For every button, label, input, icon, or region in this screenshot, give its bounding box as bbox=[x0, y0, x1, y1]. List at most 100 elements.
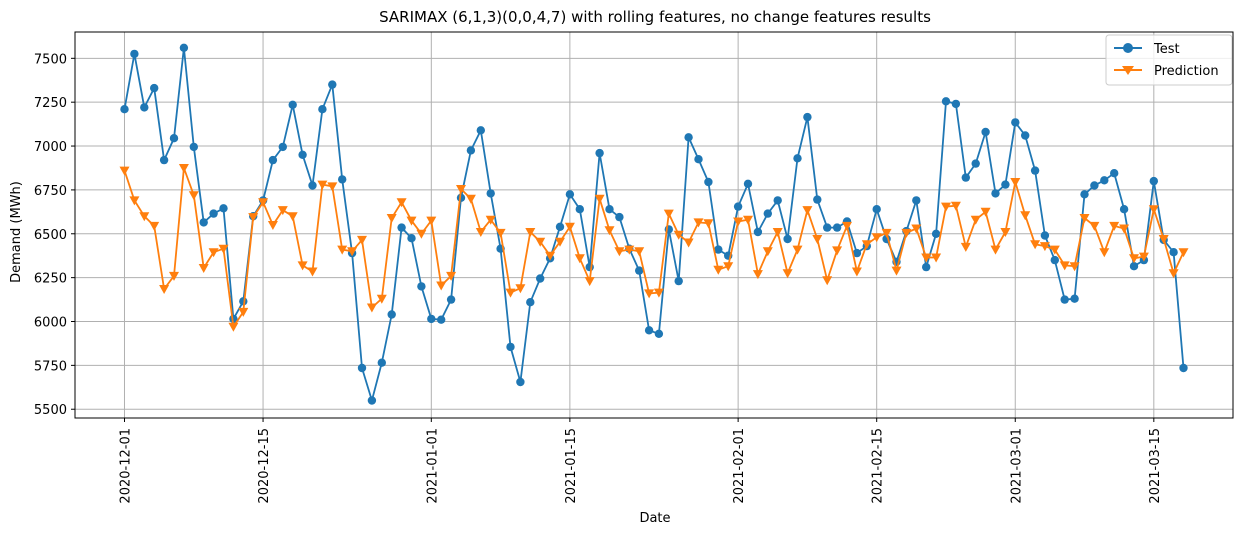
point-prediction bbox=[614, 247, 625, 257]
point-prediction bbox=[238, 307, 249, 317]
point-prediction bbox=[802, 206, 813, 216]
x-tick-label: 2021-03-01 bbox=[1009, 428, 1024, 504]
point-test bbox=[318, 105, 327, 114]
point-prediction bbox=[327, 182, 338, 192]
point-test bbox=[644, 326, 654, 335]
point-test bbox=[268, 155, 278, 165]
point-prediction bbox=[456, 185, 466, 194]
point-prediction bbox=[723, 262, 734, 272]
point-test bbox=[1011, 118, 1020, 127]
point-prediction bbox=[1178, 248, 1189, 258]
point-prediction bbox=[287, 212, 298, 222]
point-test bbox=[417, 282, 426, 291]
point-test bbox=[1100, 176, 1109, 185]
point-test bbox=[565, 190, 575, 199]
ticks: 5500 5750 6000 6250 6500 6750 7000 7250 7500 2020… bbox=[34, 52, 1163, 503]
point-test bbox=[971, 159, 980, 168]
point-prediction bbox=[317, 180, 328, 190]
point-test bbox=[595, 148, 604, 158]
point-test bbox=[120, 105, 129, 114]
point-prediction bbox=[119, 166, 130, 176]
chart-title: SARIMAX (6,1,3)(0,0,4,7) with rolling fe… bbox=[379, 8, 931, 26]
point-test bbox=[743, 179, 753, 188]
point-test bbox=[179, 43, 189, 52]
point-prediction bbox=[426, 216, 437, 226]
point-prediction bbox=[1079, 214, 1090, 223]
point-test bbox=[1090, 181, 1099, 190]
point-test bbox=[555, 222, 565, 231]
point-prediction bbox=[693, 218, 704, 228]
point-prediction bbox=[129, 196, 140, 206]
point-test bbox=[357, 363, 367, 373]
point-test bbox=[941, 97, 951, 106]
point-test bbox=[308, 181, 317, 190]
point-prediction bbox=[1010, 178, 1021, 187]
point-prediction bbox=[950, 201, 961, 211]
point-prediction bbox=[188, 191, 199, 201]
point-test bbox=[684, 133, 693, 142]
point-prediction bbox=[139, 212, 150, 222]
point-prediction bbox=[208, 248, 219, 258]
point-prediction bbox=[218, 244, 229, 254]
point-prediction bbox=[386, 214, 397, 223]
y-tick-label: 7500 bbox=[34, 52, 67, 67]
point-test bbox=[793, 154, 802, 163]
point-test bbox=[753, 227, 763, 237]
point-prediction bbox=[1148, 205, 1159, 215]
point-prediction bbox=[159, 285, 170, 294]
point-test bbox=[150, 83, 159, 93]
point-prediction bbox=[416, 229, 427, 239]
point-test bbox=[278, 142, 287, 152]
x-tick-label: 2021-01-01 bbox=[425, 428, 440, 504]
y-tick-label: 6000 bbox=[34, 316, 67, 331]
point-test bbox=[1149, 176, 1159, 186]
point-prediction bbox=[990, 245, 1001, 255]
point-test bbox=[1110, 169, 1119, 178]
point-prediction bbox=[465, 194, 476, 204]
legend-test-label: Test bbox=[1153, 42, 1180, 57]
point-prediction bbox=[495, 228, 506, 238]
point-prediction bbox=[980, 207, 991, 217]
legend-prediction-label: Prediction bbox=[1154, 64, 1219, 79]
point-prediction bbox=[1049, 245, 1060, 255]
point-test bbox=[427, 314, 436, 324]
point-test bbox=[714, 245, 723, 254]
y-tick-label: 6750 bbox=[34, 184, 67, 199]
point-prediction bbox=[1000, 228, 1011, 237]
point-test bbox=[991, 189, 1000, 198]
point-test bbox=[654, 329, 664, 338]
point-prediction bbox=[149, 221, 160, 231]
point-test bbox=[169, 134, 179, 143]
point-prediction bbox=[436, 281, 447, 291]
point-prediction bbox=[525, 228, 536, 237]
point-prediction bbox=[1158, 235, 1169, 244]
point-prediction bbox=[663, 209, 674, 219]
x-tick-label: 2021-03-15 bbox=[1148, 428, 1163, 504]
point-test bbox=[466, 146, 476, 155]
grid bbox=[75, 32, 1233, 418]
point-prediction bbox=[1039, 242, 1050, 252]
point-prediction bbox=[564, 222, 575, 232]
legend-test-marker bbox=[1123, 43, 1133, 53]
point-prediction bbox=[1129, 254, 1139, 264]
point-test bbox=[694, 155, 703, 164]
series-line-test bbox=[123, 47, 1185, 404]
y-axis-label: Demand (MWh) bbox=[9, 181, 24, 283]
point-test bbox=[783, 234, 792, 244]
point-prediction bbox=[258, 198, 269, 208]
point-prediction bbox=[366, 303, 377, 313]
y-tick-label: 6500 bbox=[34, 228, 67, 243]
point-test bbox=[407, 234, 416, 243]
point-test bbox=[931, 229, 941, 238]
point-prediction bbox=[842, 221, 852, 231]
x-tick-label: 2021-01-15 bbox=[564, 428, 579, 504]
point-prediction bbox=[1109, 221, 1120, 231]
point-test bbox=[298, 150, 307, 159]
y-tick-label: 5750 bbox=[34, 359, 67, 374]
point-test bbox=[961, 173, 970, 182]
point-test bbox=[1030, 166, 1040, 175]
point-test bbox=[486, 189, 495, 198]
point-test bbox=[140, 103, 149, 112]
point-test bbox=[803, 112, 812, 122]
